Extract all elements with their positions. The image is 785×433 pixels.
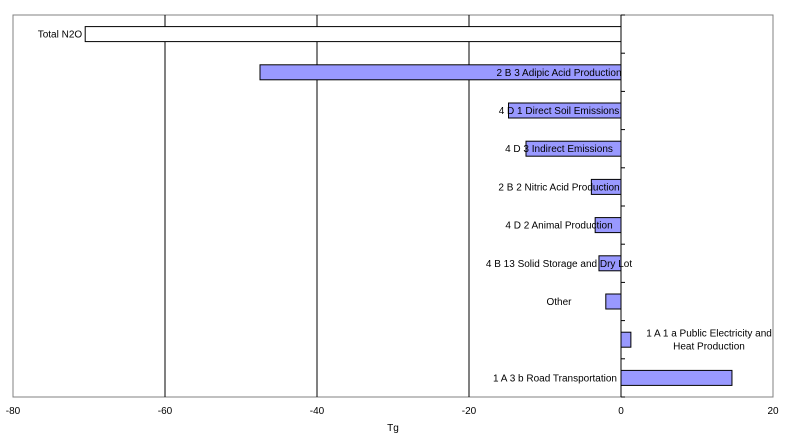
category-label: 2 B 3 Adipic Acid Production <box>496 68 621 79</box>
category-label: 4 B 13 Solid Storage and Dry Lot <box>486 259 632 270</box>
category-label: 1 A 1 a Public Electricity and Heat Produ… <box>646 329 772 353</box>
bars <box>84 26 733 386</box>
x-tick-label: -40 <box>310 406 325 417</box>
x-tick-label: -80 <box>6 406 21 417</box>
x-tick-label: 0 <box>618 406 624 417</box>
bar <box>84 26 622 43</box>
x-tick-label: -20 <box>462 406 477 417</box>
category-label: 1 A 3 b Road Transportation <box>493 373 617 384</box>
category-label: 4 D 3 Indirect Emissions <box>505 144 613 155</box>
bar <box>620 331 632 348</box>
category-axis <box>620 14 625 398</box>
category-label: 2 B 2 Nitric Acid Production <box>498 182 619 193</box>
category-label: 4 D 1 Direct Soil Emissions <box>499 106 620 117</box>
bar <box>605 293 622 310</box>
category-labels: Total N2O 2 B 3 Adipic Acid Production 4 D… <box>38 30 772 385</box>
x-tick-label: 20 <box>767 406 779 417</box>
bar <box>620 369 733 386</box>
x-tick-label: -60 <box>158 406 173 417</box>
category-label: 4 D 2 Animal Production <box>505 221 612 232</box>
category-label: Other <box>546 297 572 308</box>
category-label: Total N2O <box>38 30 83 41</box>
x-axis-ticks: -80 -60 -40 -20 0 20 <box>6 406 779 417</box>
x-axis-title: Tg <box>387 423 399 433</box>
